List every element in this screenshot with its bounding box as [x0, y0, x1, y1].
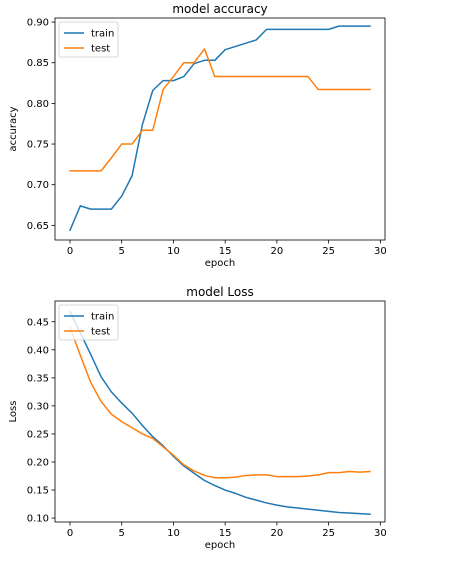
y-axis-label: accuracy — [8, 106, 19, 151]
series-line-test — [69, 48, 371, 172]
loss-chart: model Loss 0 5 10 15 20 25 30 0.10 0.15 0.20 0.25 0.… — [8, 285, 387, 551]
y-tick-label: 0.35 — [27, 373, 49, 384]
y-tick-label: 0.70 — [27, 180, 49, 191]
y-tick-label: 0.15 — [27, 486, 49, 497]
y-tick-label: 0.85 — [27, 58, 49, 69]
series-line-test — [69, 326, 371, 479]
x-tick-label: 30 — [374, 246, 387, 257]
y-tick-label: 0.40 — [27, 345, 49, 356]
x-tick-label: 25 — [322, 528, 335, 539]
plot-frame — [54, 300, 386, 523]
x-tick-label: 5 — [119, 528, 125, 539]
legend-label-train: train — [91, 312, 114, 323]
x-tick-label: 20 — [271, 528, 284, 539]
y-tick-label: 0.10 — [27, 514, 49, 525]
x-tick-label: 5 — [119, 246, 125, 257]
y-tick-label: 0.45 — [27, 317, 49, 328]
x-tick-label: 15 — [219, 528, 232, 539]
y-tick-label: 0.65 — [27, 221, 49, 232]
y-tick-label: 0.90 — [27, 18, 49, 29]
x-tick-label: 10 — [167, 246, 180, 257]
x-tick-label: 0 — [67, 246, 73, 257]
x-tick-label: 0 — [67, 528, 73, 539]
legend: train test — [58, 21, 119, 58]
x-tick-label: 10 — [167, 528, 180, 539]
x-tick-label: 30 — [374, 528, 387, 539]
legend-label-train: train — [91, 29, 114, 40]
accuracy-chart: model accuracy 0 5 10 15 20 25 30 0.65 0.70 0.75 0.… — [8, 2, 387, 269]
y-tick-label: 0.20 — [27, 457, 49, 468]
chart-title: model Loss — [186, 285, 254, 299]
y-tick-label: 0.75 — [27, 140, 49, 151]
x-tick-label: 15 — [219, 246, 232, 257]
y-tick-label: 0.30 — [27, 401, 49, 412]
x-tick-label: 20 — [271, 246, 284, 257]
x-tick-label: 25 — [322, 246, 335, 257]
chart-title: model accuracy — [172, 2, 267, 16]
y-axis-label: Loss — [8, 401, 19, 423]
legend-label-test: test — [91, 44, 110, 55]
series-line-train — [69, 25, 371, 232]
plot-frame — [54, 17, 386, 241]
x-axis-label: epoch — [205, 258, 235, 269]
y-tick-label: 0.25 — [27, 429, 49, 440]
legend: train test — [58, 304, 119, 341]
series-line-train — [68, 310, 371, 515]
y-tick-label: 0.80 — [27, 99, 49, 110]
x-axis-label: epoch — [205, 540, 235, 551]
legend-label-test: test — [91, 327, 110, 338]
